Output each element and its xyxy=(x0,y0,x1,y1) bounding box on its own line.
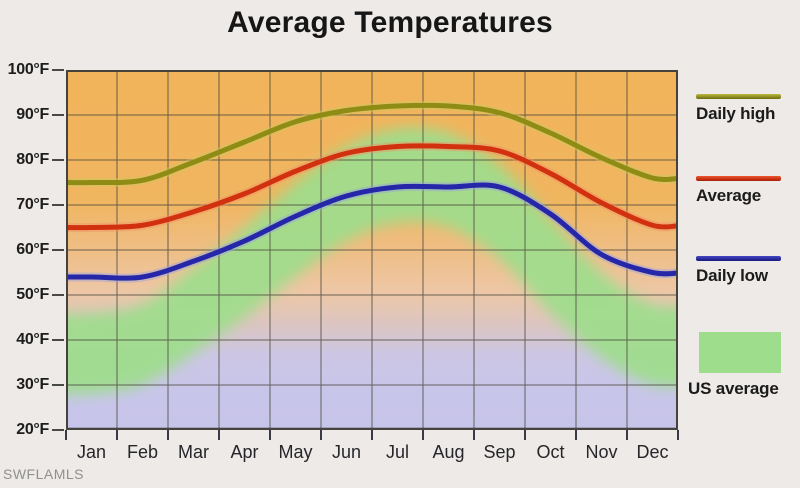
legend-us-average-label: US average xyxy=(688,379,779,398)
x-axis-label: Jan xyxy=(76,442,107,462)
x-axis-label: Feb xyxy=(126,442,159,462)
temperature-chart xyxy=(66,70,678,430)
x-axis-label: Mar xyxy=(178,442,209,462)
y-axis-label: 100°F xyxy=(7,61,50,78)
plot-border xyxy=(66,70,678,430)
daily-high-line xyxy=(66,102,678,186)
x-axis-tick xyxy=(65,430,67,440)
x-axis-tick xyxy=(626,430,628,440)
y-axis-tick xyxy=(52,69,64,71)
y-axis-tick xyxy=(52,429,64,431)
x-axis-tick xyxy=(371,430,373,440)
y-axis-label: 40°F xyxy=(16,331,49,348)
legend-daily-high-swatch xyxy=(696,94,781,99)
y-axis-tick xyxy=(52,249,64,251)
x-axis-label: Nov xyxy=(585,442,618,462)
y-axis-tick xyxy=(52,204,64,206)
legend-daily-low-swatch xyxy=(696,256,781,261)
x-axis-tick xyxy=(218,430,220,440)
x-axis-tick xyxy=(524,430,526,440)
y-axis-tick xyxy=(52,294,64,296)
x-axis-label: Oct xyxy=(536,442,565,462)
daily-low-line xyxy=(66,182,678,281)
y-axis-label: 60°F xyxy=(16,241,49,258)
x-axis-tick xyxy=(167,430,169,440)
legend-average-swatch xyxy=(696,176,781,181)
y-axis-tick xyxy=(52,114,64,116)
y-axis-label: 70°F xyxy=(16,196,49,213)
legend-daily-high-label: Daily high xyxy=(696,104,776,123)
y-axis-label: 90°F xyxy=(16,106,49,123)
x-axis-label: Apr xyxy=(230,442,259,462)
legend-us-average-swatch xyxy=(699,332,781,373)
y-axis-label: 20°F xyxy=(16,421,49,438)
x-axis-tick xyxy=(575,430,577,440)
x-axis-tick xyxy=(116,430,118,440)
legend-daily-low-label: Daily low xyxy=(696,266,768,285)
legend-average-label: Average xyxy=(696,186,762,205)
x-axis-label: Sep xyxy=(483,442,516,462)
x-axis-label: Jun xyxy=(331,442,362,462)
watermark: SWFLAMLS xyxy=(3,466,85,482)
x-axis-tick xyxy=(320,430,322,440)
plot-area xyxy=(66,70,678,430)
y-axis-label: 50°F xyxy=(16,286,49,303)
grid-lines xyxy=(66,70,678,430)
x-axis-tick xyxy=(677,430,679,440)
x-axis-tick xyxy=(269,430,271,440)
y-axis-tick xyxy=(52,159,64,161)
y-axis-tick xyxy=(52,339,64,341)
x-axis-label: May xyxy=(278,442,313,462)
x-axis-label: Dec xyxy=(636,442,669,462)
x-axis-label: Aug xyxy=(432,442,465,462)
x-axis-tick xyxy=(473,430,475,440)
x-axis-tick xyxy=(422,430,424,440)
y-axis-label: 30°F xyxy=(16,376,49,393)
y-axis-tick xyxy=(52,384,64,386)
average-line xyxy=(66,143,678,231)
y-axis-label: 80°F xyxy=(16,151,49,168)
x-axis-label: Jul xyxy=(385,442,409,462)
chart-title: Average Temperatures xyxy=(227,6,553,39)
